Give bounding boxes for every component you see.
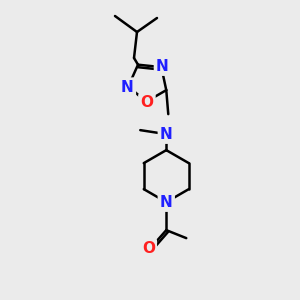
Text: N: N [160, 195, 172, 210]
Text: O: O [140, 95, 153, 110]
Text: O: O [142, 241, 155, 256]
Text: N: N [160, 127, 172, 142]
Text: N: N [156, 58, 169, 74]
Text: N: N [121, 80, 134, 95]
